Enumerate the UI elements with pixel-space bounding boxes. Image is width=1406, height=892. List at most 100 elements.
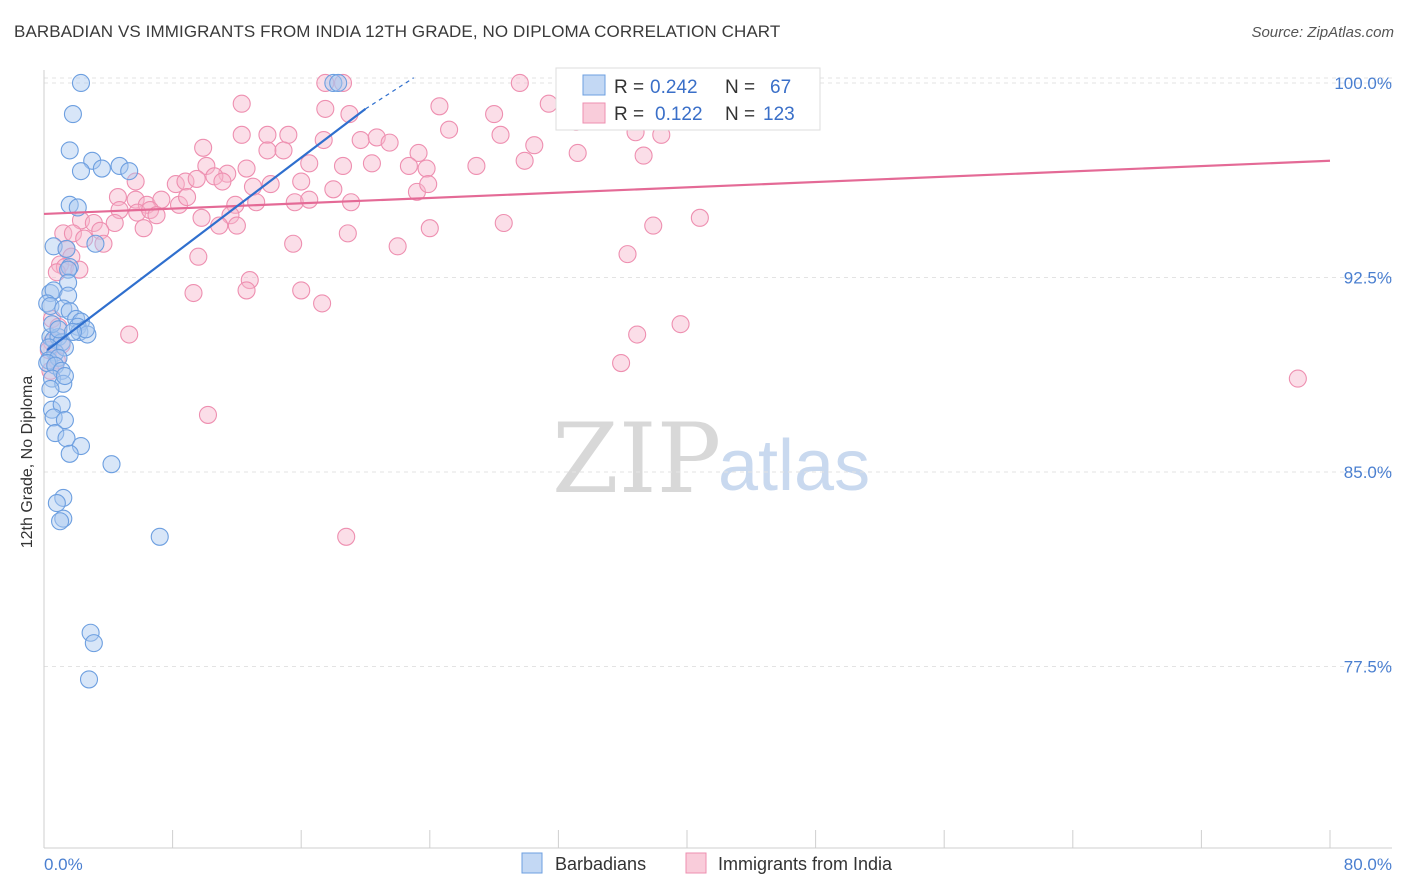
india-point — [494, 213, 513, 233]
india-point — [247, 193, 266, 212]
india-point — [440, 120, 459, 139]
barbadian-point — [120, 162, 139, 181]
india-point — [178, 188, 197, 207]
barbadian-point — [52, 395, 71, 414]
india-point — [618, 245, 637, 264]
india-point — [351, 130, 370, 150]
bottom-legend-label-barbadians: Barbadians — [555, 854, 646, 874]
barbadian-point — [41, 379, 60, 399]
barbadian-point — [55, 338, 74, 357]
barbadian-point — [63, 105, 82, 124]
india-points — [39, 73, 1307, 546]
legend-r-label-2: R = — [614, 104, 644, 125]
barbadian-point — [60, 141, 79, 160]
barbadian-point — [102, 455, 121, 474]
barbadian-points — [38, 73, 348, 689]
india-point — [292, 172, 311, 191]
india-point — [243, 177, 263, 196]
barbadian-point — [52, 361, 71, 380]
india-point — [324, 180, 343, 199]
barbadian-point — [324, 73, 343, 93]
india-point — [240, 271, 259, 290]
india-point — [690, 208, 709, 227]
india-point — [126, 172, 145, 191]
bottom-legend-swatch-india — [685, 852, 707, 874]
barbadian-point — [55, 411, 74, 430]
legend-r-value-2: 0.122 — [655, 104, 703, 125]
barbadian-point — [42, 400, 62, 419]
india-point — [147, 206, 166, 225]
india-point — [274, 141, 293, 160]
india-point — [333, 156, 353, 176]
barbadian-point — [55, 366, 74, 386]
barbadian-point — [57, 429, 76, 448]
india-point — [300, 190, 319, 209]
chart-title: BARBADIAN VS IMMIGRANTS FROM INDIA 12TH … — [14, 22, 781, 41]
india-point — [467, 156, 486, 176]
india-point — [232, 125, 251, 144]
barbadian-point — [38, 294, 57, 313]
watermark-zip: ZIP — [552, 403, 721, 515]
india-point — [510, 73, 529, 93]
trend-lines — [43, 77, 1331, 351]
barbadian-point — [92, 159, 111, 178]
india-point — [515, 151, 534, 170]
barbadian-point — [60, 444, 79, 463]
barbadian-point — [59, 260, 78, 279]
india-point — [634, 146, 653, 165]
india-point — [292, 281, 311, 300]
india-point — [568, 143, 587, 163]
x-tick-label-min: 0.0% — [44, 855, 83, 874]
legend-n-value-2: 123 — [763, 104, 795, 125]
barbadian-point — [86, 234, 105, 253]
legend-swatch-barbadians — [582, 74, 606, 96]
india-point — [126, 190, 145, 209]
india-point — [430, 97, 449, 116]
india-point — [1288, 369, 1307, 388]
barbadian-trend-line — [46, 108, 367, 351]
india-point — [261, 175, 280, 194]
barbadian-point — [150, 527, 169, 546]
legend-n-value-1: 67 — [770, 77, 791, 98]
legend-n-label-2: N = — [725, 104, 755, 125]
x-axis-ticks — [43, 830, 1331, 848]
india-point — [134, 219, 153, 238]
barbadian-point — [71, 162, 91, 181]
india-point — [176, 172, 195, 191]
india-point — [380, 133, 399, 152]
india-point — [417, 159, 436, 178]
india-point — [316, 99, 335, 118]
barbadian-point — [84, 634, 103, 653]
india-point — [644, 216, 663, 235]
barbadian-point — [110, 156, 129, 176]
india-point — [194, 138, 213, 157]
india-point — [671, 315, 690, 334]
y-tick-label: 85.0% — [1344, 463, 1392, 482]
barbadian-point — [81, 623, 100, 642]
barbadian-point — [57, 239, 76, 258]
source-label: Source: ZipAtlas.com — [1251, 24, 1394, 41]
india-point — [485, 105, 504, 124]
india-point — [120, 325, 139, 344]
legend-n-label-1: N = — [725, 77, 755, 98]
india-point — [338, 224, 357, 243]
india-point — [105, 213, 124, 233]
india-point — [75, 229, 94, 248]
barbadian-point — [79, 670, 99, 689]
india-point — [187, 169, 206, 188]
india-point — [258, 141, 277, 160]
india-point — [409, 143, 428, 163]
india-point — [419, 175, 438, 194]
india-point — [525, 136, 544, 155]
india-point — [333, 73, 353, 93]
y-axis-label: 12th Grade, No Diploma — [19, 376, 36, 549]
india-point — [108, 188, 127, 207]
legend-swatch-india — [582, 102, 606, 124]
india-point — [213, 172, 232, 191]
india-point — [279, 125, 298, 144]
watermark-atlas: atlas — [718, 426, 870, 506]
barbadian-point — [71, 73, 91, 93]
india-point — [399, 156, 418, 176]
india-point — [258, 125, 277, 144]
